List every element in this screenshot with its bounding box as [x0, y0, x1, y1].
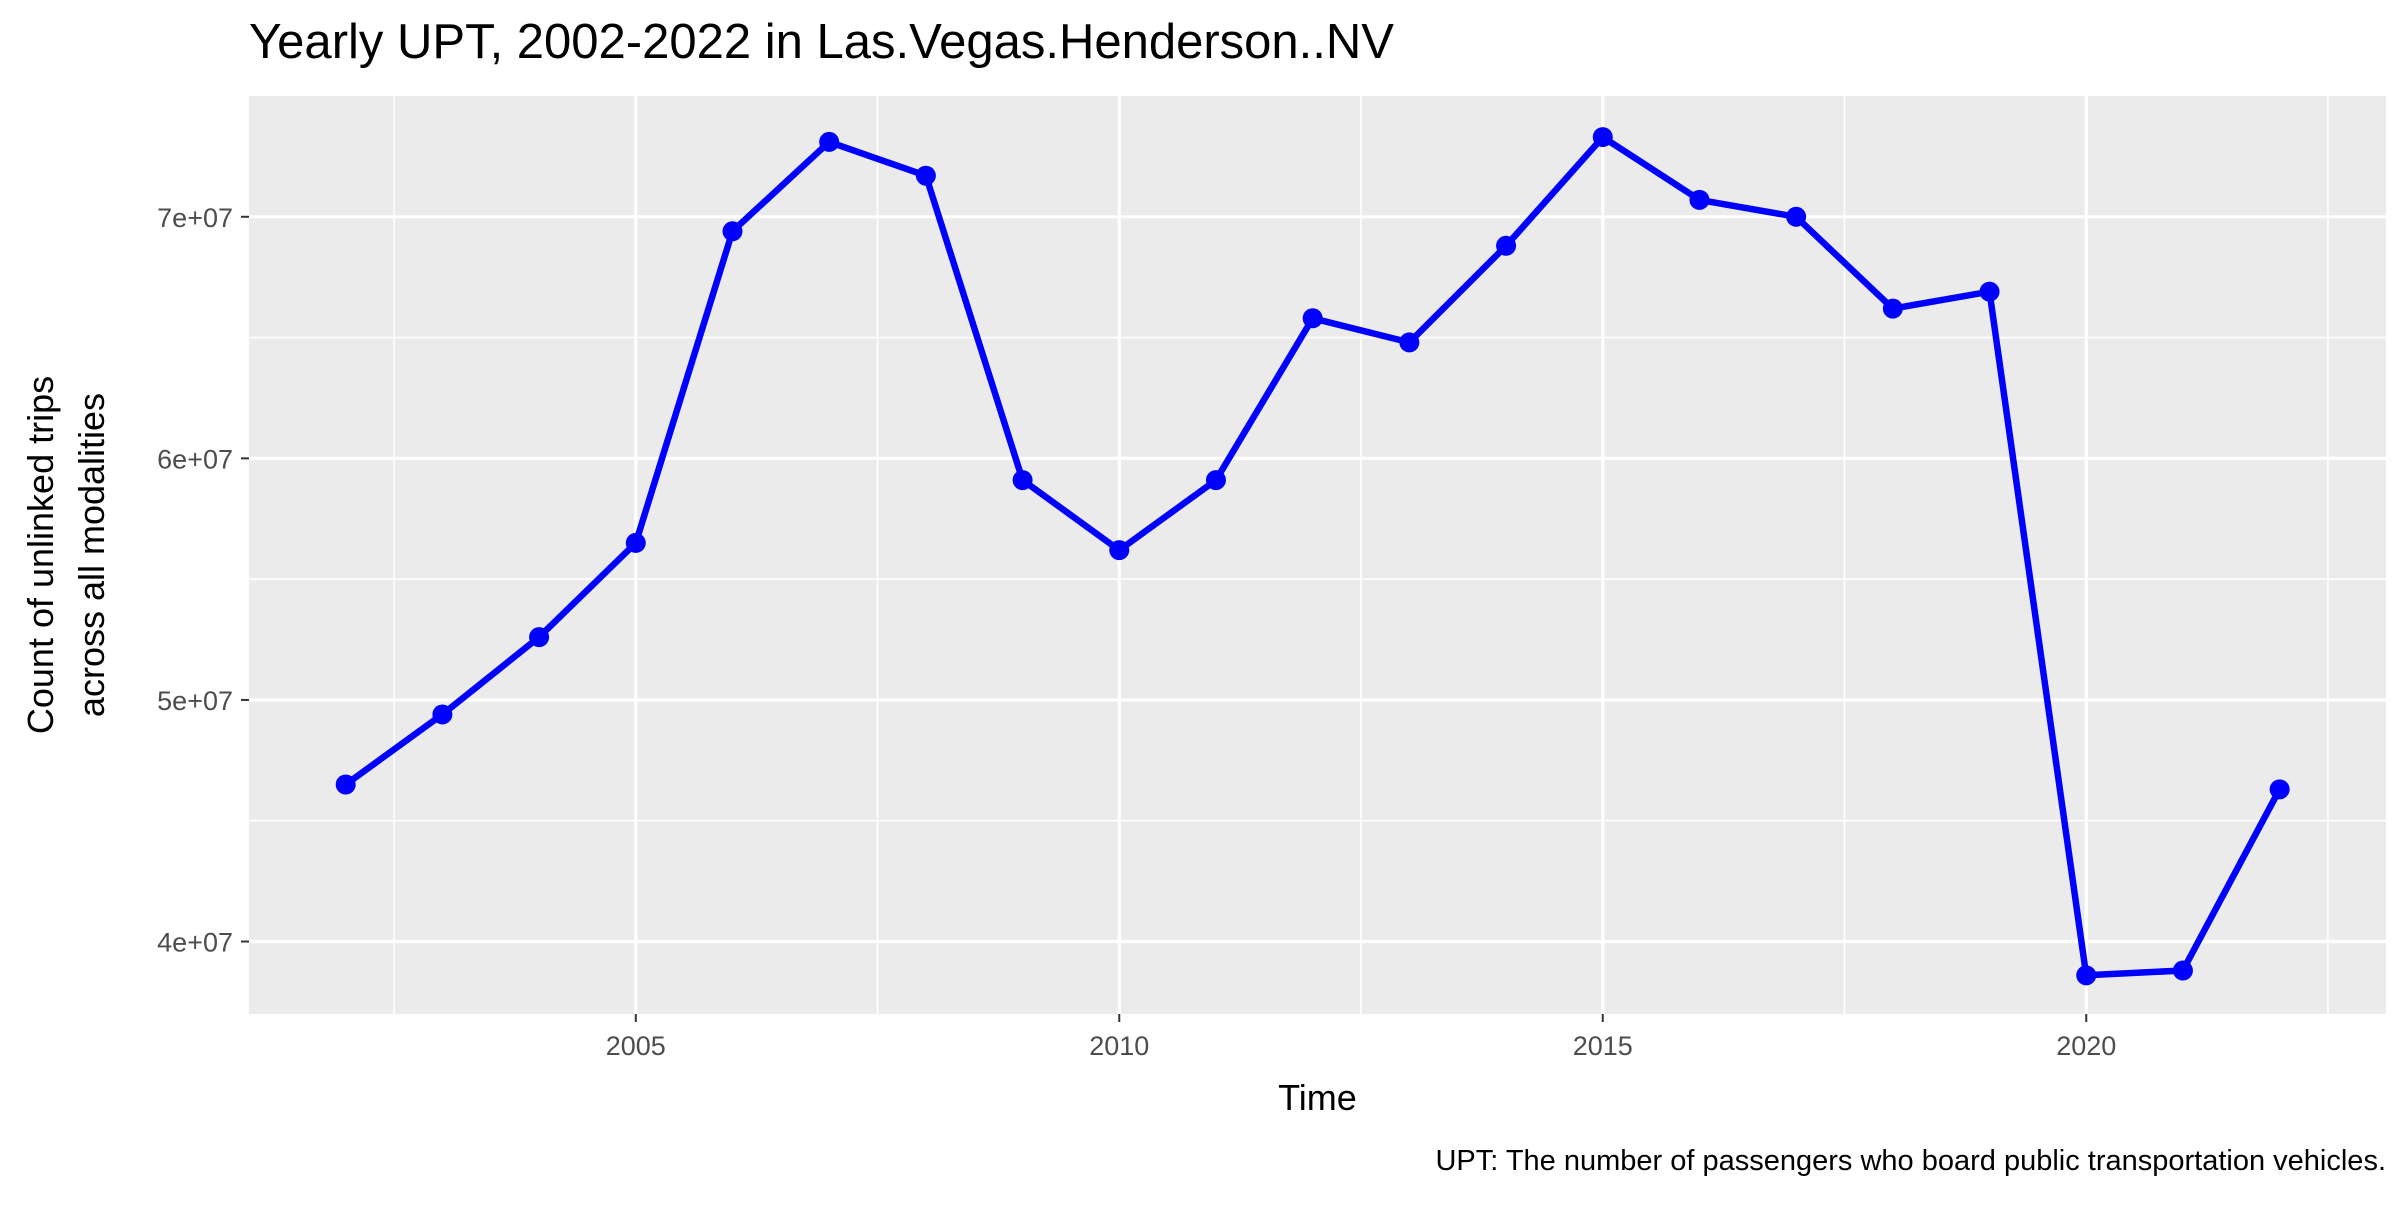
data-point: [722, 221, 743, 242]
data-point: [1012, 470, 1033, 491]
data-point: [2172, 960, 2193, 981]
data-point: [819, 131, 840, 152]
data-point: [1882, 298, 1903, 319]
x-tick-label: 2010: [1089, 1031, 1149, 1061]
x-axis-label: Time: [1278, 1077, 1357, 1118]
data-point: [1592, 127, 1613, 148]
data-point: [915, 165, 936, 186]
x-axis-ticks: 2005 2010 2015 2020: [606, 1014, 2116, 1061]
data-point: [335, 774, 356, 795]
y-axis-label-line-1: Count of unlinked trips: [20, 376, 61, 734]
major-gridlines: [249, 96, 2386, 1014]
data-point: [2076, 965, 2097, 986]
minor-gridlines: [249, 96, 2386, 1014]
chart-caption: UPT: The number of passengers who board …: [1435, 1145, 2386, 1177]
y-axis-label-line-2: across all modalities: [71, 393, 112, 717]
data-point: [1689, 189, 1710, 210]
plot-panel: [249, 96, 2386, 1014]
data-point: [1302, 308, 1323, 329]
y-axis-ticks: 4e+07 5e+07 6e+07 7e+07: [157, 203, 249, 958]
data-point: [1786, 206, 1807, 227]
series-layer: [335, 127, 2290, 986]
data-point: [2269, 779, 2290, 800]
y-tick-label: 7e+07: [157, 203, 233, 233]
data-point: [1979, 281, 2000, 302]
data-point: [1109, 540, 1130, 561]
x-tick-label: 2020: [2056, 1031, 2116, 1061]
chart-title: Yearly UPT, 2002-2022 in Las.Vegas.Hende…: [249, 15, 1394, 69]
data-point: [625, 532, 646, 553]
data-point: [1496, 235, 1517, 256]
x-tick-label: 2005: [606, 1031, 666, 1061]
y-tick-label: 5e+07: [157, 686, 233, 716]
data-point: [1399, 332, 1420, 353]
y-tick-label: 6e+07: [157, 444, 233, 474]
data-point: [529, 627, 550, 648]
y-tick-label: 4e+07: [157, 928, 233, 958]
x-tick-label: 2015: [1573, 1031, 1633, 1061]
data-point: [432, 704, 453, 725]
data-point: [1205, 470, 1226, 491]
